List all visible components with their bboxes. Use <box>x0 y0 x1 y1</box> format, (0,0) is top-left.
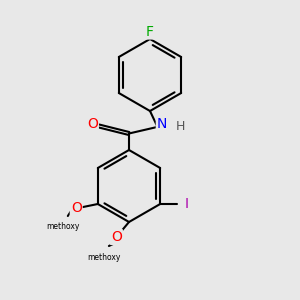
Text: N: N <box>157 117 167 131</box>
Text: H: H <box>176 120 185 134</box>
Text: O: O <box>87 118 98 131</box>
Text: I: I <box>184 197 188 211</box>
Text: methoxy: methoxy <box>88 253 121 262</box>
Text: O: O <box>111 230 122 244</box>
Text: methoxy: methoxy <box>46 222 80 231</box>
Text: F: F <box>146 25 154 38</box>
Text: O: O <box>71 202 82 215</box>
